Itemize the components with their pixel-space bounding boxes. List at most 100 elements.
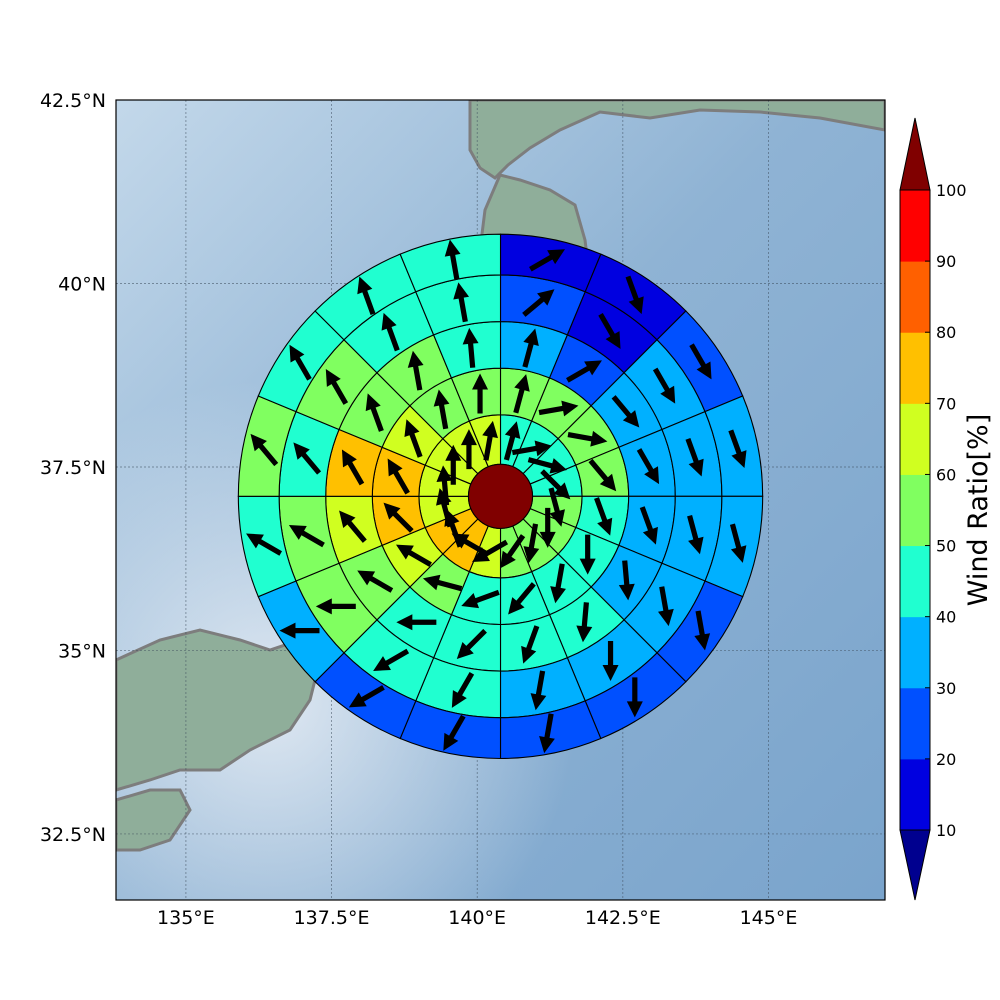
- colorbar-segment: [900, 616, 930, 689]
- lon-tick-label: 137.5°E: [294, 907, 370, 929]
- wind-arrow: [482, 420, 498, 461]
- lon-tick-label: 145°E: [740, 907, 798, 929]
- wind-arrow: [540, 469, 571, 500]
- colorbar-tick-label: 50: [936, 537, 956, 556]
- wind-arrow: [550, 563, 566, 604]
- wind-arrow: [652, 367, 676, 404]
- wind-arrow: [341, 449, 365, 486]
- longitude-tick-labels: 135°E 137.5°E 140°E 142.5°E 145°E: [157, 907, 797, 929]
- wind-arrow: [566, 360, 602, 383]
- wind-arrow: [445, 444, 462, 485]
- wind-arrow: [293, 442, 322, 475]
- wind-arrow: [513, 374, 530, 414]
- wind-arrow: [687, 514, 704, 555]
- wind-arrow: [472, 373, 489, 414]
- wind-arrow: [579, 534, 596, 575]
- wind-arrow: [404, 419, 423, 458]
- colorbar-over-arrow: [899, 117, 931, 191]
- wind-direction-arrows: [246, 239, 747, 754]
- colorbar-tick-label: 30: [936, 679, 956, 698]
- wind-arrow: [460, 429, 477, 470]
- lon-tick-label: 140°E: [448, 907, 506, 929]
- map-frame: [115, 99, 886, 901]
- wind-arrow: [728, 429, 747, 468]
- wind-arrow: [443, 714, 466, 751]
- wind-arrow: [348, 685, 385, 708]
- wind-arrow: [598, 313, 621, 349]
- wind-arrow: [357, 570, 394, 593]
- wind-arrow: [407, 350, 424, 391]
- wind-arrow: [395, 544, 432, 567]
- wind-arrow: [250, 433, 279, 467]
- wind-arrow: [530, 670, 547, 711]
- land-honshu-west: [116, 628, 322, 792]
- wind-arrow: [594, 497, 613, 536]
- colorbar-tick-label: 40: [936, 608, 956, 627]
- wind-arrow: [279, 622, 320, 639]
- wind-arrow: [387, 458, 410, 495]
- wind-arrow: [315, 598, 356, 615]
- wind-arrow: [500, 534, 526, 569]
- wind-arrow: [602, 641, 619, 682]
- wind-arrow: [522, 289, 555, 317]
- wind-arrow: [325, 368, 349, 405]
- wind-arrow: [422, 574, 463, 592]
- wind-arrow: [522, 328, 539, 368]
- lat-tick-label: 40°N: [58, 273, 106, 295]
- colorbar-segment: [900, 687, 930, 760]
- wind-arrow: [639, 506, 658, 545]
- wind-arrow: [456, 628, 487, 660]
- colorbar-segment: [900, 332, 930, 404]
- wind-arrow: [539, 507, 556, 548]
- colorbar-segment: [900, 758, 930, 831]
- wind-arrow: [685, 438, 704, 477]
- colorbar-segment: [900, 545, 930, 618]
- colorbar-tick-label: 100: [936, 181, 967, 200]
- lat-tick-label: 37.5°N: [40, 457, 106, 479]
- wind-arrow: [462, 327, 479, 368]
- wind-arrow: [453, 282, 470, 323]
- lat-tick-label: 32.5°N: [40, 824, 106, 846]
- wind-arrow: [289, 344, 312, 381]
- wind-arrow: [523, 523, 540, 564]
- colorbar-tick-label: 80: [936, 323, 956, 342]
- colorbar-tick-label: 20: [936, 750, 956, 769]
- wind-arrow: [521, 625, 540, 664]
- wind-arrow: [246, 533, 282, 556]
- latitude-tick-labels: 32.5°N 35°N 37.5°N 40°N 42.5°N: [40, 90, 106, 846]
- wind-arrow: [636, 448, 660, 485]
- colorbar-tick-label: 90: [936, 252, 956, 271]
- wind-arrow: [729, 523, 747, 563]
- wind-arrow: [529, 249, 565, 272]
- wind-arrow: [472, 539, 509, 563]
- lon-tick-label: 135°E: [157, 907, 215, 929]
- ring-sector: [399, 233, 502, 293]
- colorbar-segment: [900, 190, 930, 262]
- wind-arrow: [508, 582, 536, 615]
- wind-arrow: [436, 465, 453, 506]
- lon-tick-label: 142.5°E: [585, 907, 661, 929]
- colorbar-segment: [900, 403, 930, 475]
- colorbar: 10 20 30 40 50 60 70 80 90 100: [899, 117, 967, 901]
- wind-arrow: [433, 389, 450, 430]
- wind-arrow: [618, 560, 635, 601]
- wind-arrow: [658, 586, 674, 627]
- colorbar-label: Wind Ratio[%]: [963, 414, 994, 606]
- wind-arrow: [373, 648, 410, 672]
- wind-arrow: [567, 430, 608, 447]
- colorbar-tick-label: 10: [936, 821, 956, 840]
- wind-arrow: [538, 400, 579, 417]
- wind-arrow: [451, 533, 488, 556]
- center-core: [467, 463, 534, 529]
- wind-arrow: [451, 671, 475, 708]
- wind-arrow: [588, 458, 617, 492]
- wind-arrow: [339, 510, 367, 543]
- wind-arrow: [689, 343, 712, 380]
- wind-arrow: [436, 488, 453, 528]
- wind-arrow: [576, 602, 593, 643]
- colorbar-tick-label: 70: [936, 394, 956, 413]
- wind-arrow: [625, 275, 644, 315]
- wind-arrow: [365, 393, 384, 432]
- colorbar-segment: [900, 474, 930, 547]
